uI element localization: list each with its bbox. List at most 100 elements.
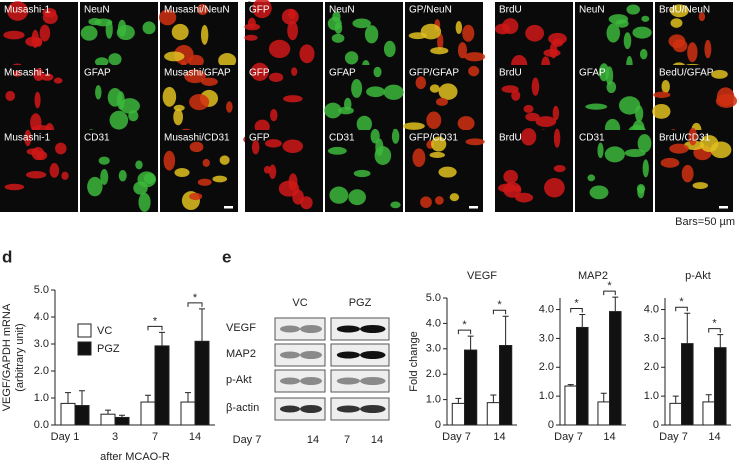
cell	[174, 168, 190, 178]
cell	[100, 169, 109, 185]
cell	[189, 141, 204, 153]
cell	[501, 85, 519, 93]
band	[280, 405, 300, 413]
image-label: BrdU	[499, 133, 522, 144]
cell	[412, 148, 426, 168]
cell	[615, 19, 629, 28]
cell	[252, 0, 272, 19]
significance-label: *	[607, 280, 612, 292]
cell	[636, 184, 646, 194]
cell	[40, 73, 54, 81]
band	[360, 405, 386, 413]
error-bar	[705, 394, 712, 402]
image-label: GP/NeuN	[409, 5, 452, 16]
cell	[162, 86, 177, 107]
error-bar	[145, 394, 151, 403]
error-bar	[672, 395, 679, 404]
cell	[606, 81, 617, 94]
cell	[291, 67, 298, 76]
cell	[25, 36, 43, 47]
cell	[429, 151, 445, 158]
cell	[95, 85, 102, 100]
cell	[218, 53, 237, 68]
y-tick-label: 3.0	[644, 332, 659, 344]
cell	[80, 25, 98, 41]
y-axis-label: Fold change	[408, 331, 420, 392]
image-label: CD31	[84, 133, 110, 144]
cell	[585, 103, 608, 110]
blot-day-label: 14	[307, 434, 319, 446]
band	[360, 351, 386, 359]
cell	[544, 178, 565, 198]
blot-box	[330, 343, 390, 367]
micrograph	[0, 130, 78, 212]
cell	[624, 148, 646, 158]
bar	[60, 402, 76, 426]
band	[300, 405, 322, 413]
cell	[281, 8, 299, 25]
y-tick-label: 0	[548, 419, 554, 431]
cell	[98, 156, 110, 165]
cell	[438, 83, 458, 100]
cell	[548, 32, 567, 45]
bar	[74, 405, 90, 426]
cell	[429, 84, 440, 93]
error-bar	[455, 397, 462, 404]
cell	[525, 24, 545, 42]
cell	[219, 155, 230, 165]
bar	[609, 311, 622, 426]
cell	[589, 185, 609, 200]
image-label: BrdU/NeuN	[659, 5, 710, 16]
cell	[457, 42, 468, 59]
cell	[270, 109, 278, 122]
significance-label: *	[497, 299, 502, 311]
chart-title: VEGF	[467, 270, 497, 282]
cell	[142, 21, 156, 35]
image-label: GFP/GFAP	[409, 68, 459, 79]
cell	[523, 104, 534, 113]
cell	[135, 160, 143, 170]
cell	[119, 98, 140, 114]
cell	[457, 116, 475, 131]
cell	[158, 9, 177, 26]
cell	[390, 201, 401, 209]
cell	[356, 115, 372, 133]
cell	[637, 134, 652, 153]
cell	[13, 70, 21, 77]
y-axis-label: VEGF/GAPDH mRNA	[1, 303, 13, 411]
cell	[535, 116, 557, 128]
image-label: Musashi-1	[4, 5, 51, 16]
cell	[278, 180, 300, 197]
cell	[331, 33, 345, 43]
cell	[197, 178, 212, 186]
cell	[669, 143, 689, 154]
cell	[283, 95, 303, 103]
cell	[420, 196, 432, 208]
cell	[200, 24, 209, 45]
image-label: GFP	[249, 5, 270, 16]
cell	[282, 139, 304, 153]
error-bar	[65, 392, 71, 404]
scale-bar	[719, 206, 728, 209]
cell	[334, 22, 343, 34]
blot-group: PGZ	[349, 297, 372, 309]
y-tick-label: 4.0	[426, 317, 441, 329]
bar	[564, 385, 578, 426]
cell	[269, 164, 277, 179]
y-tick-label: 4.0	[539, 303, 554, 315]
cell	[626, 4, 641, 15]
bar	[597, 401, 611, 426]
significance-label: *	[679, 296, 684, 308]
y-tick-label: 4.0	[644, 303, 659, 315]
cell	[635, 105, 644, 122]
band	[360, 325, 386, 333]
blot-day-label: 7	[344, 434, 350, 446]
chart-title: MAP2	[578, 270, 608, 282]
cell	[415, 76, 427, 90]
band	[336, 351, 360, 359]
cell	[287, 20, 299, 41]
image-label: Musashi/GFAP	[164, 68, 231, 79]
cell	[250, 62, 269, 81]
x-tick-label: Day 7	[659, 431, 688, 443]
band	[280, 325, 300, 333]
